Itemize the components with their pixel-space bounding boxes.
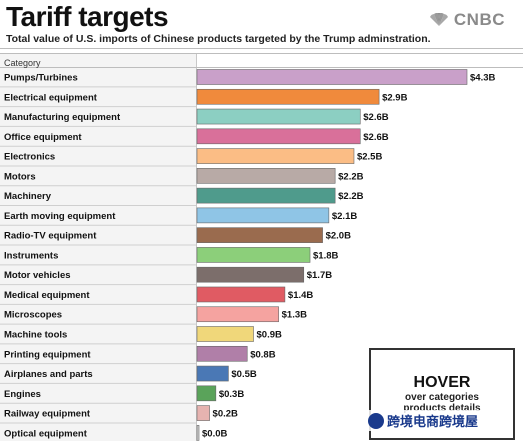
value-label-medical-equipment: $1.4B — [288, 290, 313, 301]
value-label-instruments: $1.8B — [313, 250, 338, 261]
category-header-divider — [0, 53, 523, 54]
value-label-motors: $2.2B — [338, 171, 363, 182]
value-label-office-equipment: $2.6B — [363, 132, 388, 143]
value-label-microscopes: $1.3B — [282, 310, 307, 321]
hover-hint-line2: products details — [403, 403, 481, 414]
category-label-microscopes: Microscopes — [4, 310, 62, 321]
category-label-panel — [0, 54, 197, 441]
value-label-electrical-equipment: $2.9B — [382, 92, 407, 103]
value-label-electronics: $2.5B — [357, 152, 382, 163]
value-label-airplanes-and-parts: $0.5B — [231, 369, 256, 380]
category-header-underline — [0, 67, 523, 68]
wechat-icon — [368, 412, 384, 429]
hover-hint-title: HOVER — [413, 374, 471, 391]
category-label-optical-equipment: Optical equipment — [4, 428, 88, 439]
cnbc-logo: CNBC — [428, 10, 505, 30]
value-label-printing-equipment: $0.8B — [250, 349, 275, 360]
bar-pumps-turbines[interactable] — [196, 69, 468, 85]
peacock-icon — [429, 13, 448, 26]
category-label-motors: Motors — [4, 171, 36, 182]
category-label-electrical-equipment: Electrical equipment — [4, 92, 98, 103]
category-column-header: Category — [4, 58, 41, 68]
bar-motors[interactable] — [196, 168, 336, 184]
category-label-airplanes-and-parts: Airplanes and parts — [4, 369, 93, 380]
value-label-engines: $0.3B — [219, 389, 244, 400]
value-label-earth-moving-equipment: $2.1B — [332, 211, 357, 222]
bar-motor-vehicles[interactable] — [196, 266, 305, 283]
bar-railway-equipment[interactable] — [196, 405, 210, 421]
bar-manufacturing-equipment[interactable] — [196, 108, 361, 125]
bar-earth-moving-equipment[interactable] — [196, 207, 330, 224]
value-label-radio-tv-equipment: $2.0B — [326, 231, 351, 242]
category-label-pumps-turbines: Pumps/Turbines — [4, 73, 78, 84]
watermark-text: 跨境电商跨境屋 — [387, 414, 479, 429]
category-label-radio-tv-equipment: Radio-TV equipment — [4, 231, 97, 242]
chart-title: Tariff targets — [6, 1, 169, 32]
watermark: 跨境电商跨境屋 — [364, 410, 483, 431]
chart-subtitle: Total value of U.S. imports of Chinese p… — [6, 33, 431, 45]
category-label-medical-equipment: Medical equipment — [4, 290, 90, 301]
category-label-manufacturing-equipment: Manufacturing equipment — [4, 112, 121, 123]
value-label-railway-equipment: $0.2B — [213, 409, 238, 420]
value-label-manufacturing-equipment: $2.6B — [363, 112, 388, 123]
bar-office-equipment[interactable] — [196, 128, 361, 145]
bar-electrical-equipment[interactable] — [196, 88, 380, 105]
header-divider — [0, 48, 523, 49]
category-label-railway-equipment: Railway equipment — [4, 409, 91, 420]
value-label-pumps-turbines: $4.3B — [470, 73, 495, 84]
value-label-optical-equipment: $0.0B — [202, 428, 227, 439]
value-label-motor-vehicles: $1.7B — [307, 270, 332, 281]
bar-microscopes[interactable] — [196, 306, 279, 323]
bar-printing-equipment[interactable] — [196, 345, 248, 362]
category-label-printing-equipment: Printing equipment — [4, 349, 91, 360]
category-label-electronics: Electronics — [4, 152, 55, 163]
category-label-earth-moving-equipment: Earth moving equipment — [4, 211, 116, 222]
brand-name: CNBC — [453, 10, 505, 29]
value-label-machinery: $2.2B — [338, 191, 363, 202]
bar-airplanes-and-parts[interactable] — [196, 365, 229, 382]
bar-optical-equipment[interactable] — [196, 425, 200, 441]
bar-engines[interactable] — [196, 385, 217, 402]
category-label-instruments: Instruments — [4, 250, 58, 261]
bar-machine-tools[interactable] — [196, 326, 254, 342]
category-label-machinery: Machinery — [4, 191, 52, 202]
bar-machinery[interactable] — [196, 187, 336, 204]
hover-hint-line1: over categories — [405, 392, 479, 403]
value-label-machine-tools: $0.9B — [257, 330, 282, 341]
category-label-office-equipment: Office equipment — [4, 132, 82, 143]
category-label-motor-vehicles: Motor vehicles — [4, 270, 71, 281]
category-label-engines: Engines — [4, 389, 41, 400]
bar-medical-equipment[interactable] — [196, 286, 286, 303]
category-label-machine-tools: Machine tools — [4, 330, 67, 341]
bar-radio-tv-equipment[interactable] — [196, 227, 323, 243]
bar-instruments[interactable] — [196, 247, 311, 263]
bar-electronics[interactable] — [196, 148, 355, 164]
